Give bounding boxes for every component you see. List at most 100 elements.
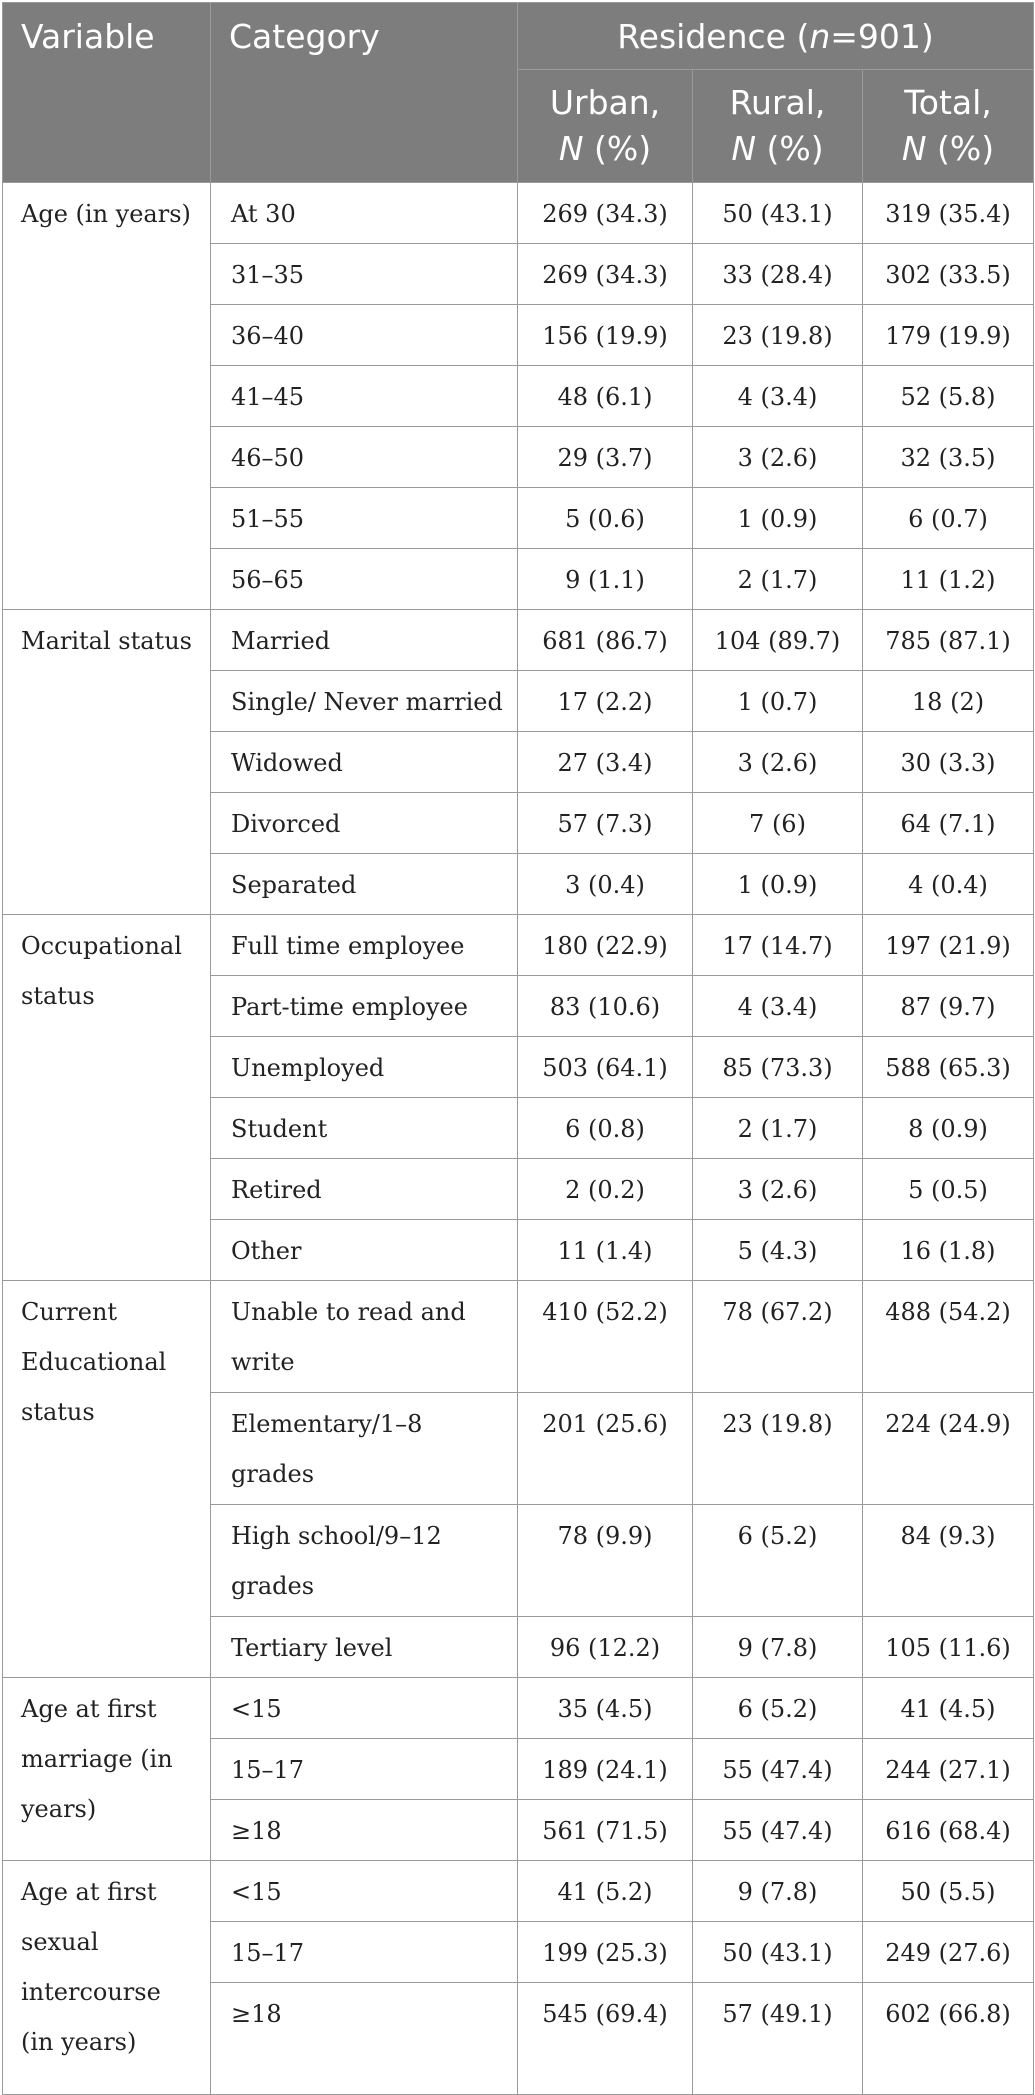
total-pct-label: (%) [926,129,995,168]
table-row: 56–65 9 (1.1) 2 (1.7) 11 (1.2) [3,548,1034,610]
urban-cell: 83 (10.6) [517,975,693,1037]
rural-cell: 1 (0.7) [692,670,863,732]
urban-cell: 96 (12.2) [517,1616,693,1678]
total-n-label: N [901,129,927,168]
total-cell: 50 (5.5) [862,1860,1034,1922]
urban-cell: 11 (1.4) [517,1219,693,1281]
variable-label: Age at first sexual intercourse (in year… [21,1878,161,2056]
urban-cell: 27 (3.4) [517,731,693,793]
rural-cell-text: 104 (89.7) [714,627,841,655]
category-cell-text: Tertiary level [231,1634,393,1662]
total-cell-text: 785 (87.1) [885,627,1011,655]
header-variable: Variable [2,2,211,183]
total-cell-text: 616 (68.4) [885,1817,1011,1845]
table-row: Age at first sexual intercourse (in year… [2,1860,1034,2095]
category-cell-text: 36–40 [231,322,305,350]
rural-cell-text: 4 (3.4) [737,383,818,411]
category-cell: Unable to read and write [210,1280,518,1393]
urban-cell: 561 (71.5) [517,1799,693,1861]
total-cell-text: 8 (0.9) [908,1115,988,1143]
category-cell: Tertiary level [210,1616,518,1678]
urban-cell-text: 2 (0.2) [565,1176,645,1204]
rural-pct-label: (%) [756,129,824,168]
urban-cell-text: 78 (9.9) [557,1522,653,1550]
total-cell-text: 30 (3.3) [900,749,996,777]
rural-cell: 2 (1.7) [692,548,863,610]
total-cell: 8 (0.9) [862,1097,1034,1159]
rural-cell: 104 (89.7) [692,609,863,671]
total-cell: 302 (33.5) [862,243,1034,305]
urban-cell-text: 35 (4.5) [557,1695,653,1723]
category-cell: High school/9–12 grades [210,1504,518,1617]
rural-cell: 1 (0.9) [692,487,863,549]
rural-cell-text: 9 (7.8) [737,1634,818,1662]
urban-cell: 41 (5.2) [517,1860,693,1922]
total-cell: 4 (0.4) [862,853,1034,915]
urban-cell: 2 (0.2) [517,1158,693,1220]
rural-cell-text: 4 (3.4) [737,993,818,1021]
total-cell: 179 (19.9) [862,304,1034,366]
rural-cell: 17 (14.7) [692,914,863,976]
category-cell: Married [210,609,518,671]
rural-cell-text: 55 (47.4) [722,1817,833,1845]
total-cell-text: 588 (65.3) [885,1054,1011,1082]
rural-cell-text: 5 (4.3) [737,1237,818,1265]
category-cell: Elementary/1–8 grades [210,1392,518,1505]
rural-cell: 3 (2.6) [692,426,863,488]
urban-cell: 17 (2.2) [517,670,693,732]
table-row: 41–45 48 (6.1) 4 (3.4) 52 (5.8) [3,365,1034,427]
category-cell-text: <15 [231,1695,282,1723]
urban-cell-text: 681 (86.7) [542,627,668,655]
rural-cell-text: 50 (43.1) [722,1939,833,1967]
table-row: High school/9–12 grades 78 (9.9) 6 (5.2) 84… [3,1504,1034,1617]
total-cell: 249 (27.6) [862,1921,1034,1983]
total-cell: 6 (0.7) [862,487,1034,549]
urban-cell-text: 156 (19.9) [542,322,668,350]
urban-cell: 503 (64.1) [517,1036,693,1098]
total-cell: 84 (9.3) [862,1504,1034,1617]
total-cell-text: 87 (9.7) [900,993,996,1021]
category-cell: Part-time employee [210,975,518,1037]
total-cell: 197 (21.9) [862,914,1034,976]
residence-label-post: =901) [830,16,934,56]
total-cell-text: 84 (9.3) [900,1522,996,1550]
urban-cell-text: 269 (34.3) [542,200,668,228]
table-row: ≥18 545 (69.4) 57 (49.1) 602 (66.8) [3,1982,1034,2095]
urban-cell-text: 180 (22.9) [542,932,668,960]
category-cell-text: Part-time employee [231,993,468,1021]
urban-cell-text: 83 (10.6) [549,993,661,1021]
table-row: Part-time employee 83 (10.6) 4 (3.4) 87 (9.… [3,975,1034,1037]
rural-cell: 23 (19.8) [692,1392,863,1505]
category-cell: 15–17 [210,1921,518,1983]
total-cell-text: 302 (33.5) [885,261,1011,289]
category-cell: Student [210,1097,518,1159]
category-cell: <15 [210,1860,518,1922]
total-cell: 785 (87.1) [862,609,1034,671]
urban-n-label: N [558,129,584,168]
urban-cell: 57 (7.3) [517,792,693,854]
urban-cell: 269 (34.3) [517,243,693,305]
category-cell-text: ≥18 [231,1817,282,1845]
total-cell: 244 (27.1) [862,1738,1034,1800]
rural-cell-text: 33 (28.4) [722,261,833,289]
urban-cell: 199 (25.3) [517,1921,693,1983]
category-cell-text: 15–17 [231,1939,305,1967]
total-cell: 32 (3.5) [862,426,1034,488]
rural-cell-text: 17 (14.7) [722,932,833,960]
total-cell-text: 50 (5.5) [900,1878,996,1906]
rural-cell: 23 (19.8) [692,304,863,366]
table-row: Unemployed 503 (64.1) 85 (73.3) 588 (65.3) [3,1036,1034,1098]
category-cell: 15–17 [210,1738,518,1800]
category-cell: 31–35 [210,243,518,305]
urban-cell: 3 (0.4) [517,853,693,915]
total-cell-text: 16 (1.8) [900,1237,996,1265]
variable-label: Occupational status [21,932,182,1010]
rural-cell-text: 1 (0.7) [737,688,818,716]
rural-cell-text: 9 (7.8) [737,1878,818,1906]
table-row: Marital status Married 681 (86.7) 104 (89.7… [2,609,1034,915]
rural-cell: 78 (67.2) [692,1280,863,1393]
urban-cell: 78 (9.9) [517,1504,693,1617]
category-cell: Unemployed [210,1036,518,1098]
urban-cell: 35 (4.5) [517,1677,693,1739]
total-cell: 41 (4.5) [862,1677,1034,1739]
